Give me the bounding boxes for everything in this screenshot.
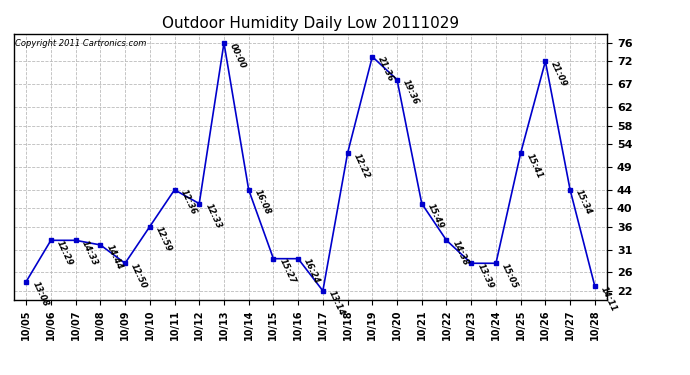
Text: Copyright 2011 Cartronics.com: Copyright 2011 Cartronics.com [15, 39, 146, 48]
Text: 12:36: 12:36 [179, 189, 198, 217]
Text: 12:33: 12:33 [204, 202, 223, 230]
Text: 13:08: 13:08 [30, 280, 50, 308]
Text: 15:27: 15:27 [277, 257, 297, 285]
Text: 12:50: 12:50 [129, 262, 149, 290]
Text: 00:00: 00:00 [228, 42, 248, 70]
Text: 12:29: 12:29 [55, 239, 75, 267]
Text: 16:24: 16:24 [302, 257, 322, 285]
Text: 16:08: 16:08 [253, 189, 273, 217]
Text: 14:33: 14:33 [80, 239, 99, 267]
Text: 13:39: 13:39 [475, 262, 495, 290]
Text: 15:05: 15:05 [500, 262, 520, 290]
Text: 15:34: 15:34 [574, 189, 594, 217]
Text: 21:09: 21:09 [549, 60, 569, 88]
Text: 15:41: 15:41 [525, 152, 544, 180]
Text: 13:14: 13:14 [327, 290, 346, 318]
Title: Outdoor Humidity Daily Low 20111029: Outdoor Humidity Daily Low 20111029 [162, 16, 459, 31]
Text: 19:36: 19:36 [401, 78, 421, 106]
Text: 15:49: 15:49 [426, 202, 446, 230]
Text: 12:59: 12:59 [154, 225, 173, 254]
Text: 14:44: 14:44 [104, 243, 124, 272]
Text: 14:38: 14:38 [451, 239, 470, 267]
Text: 12:22: 12:22 [352, 152, 371, 180]
Text: 21:36: 21:36 [377, 56, 396, 84]
Text: 14:11: 14:11 [599, 285, 618, 313]
